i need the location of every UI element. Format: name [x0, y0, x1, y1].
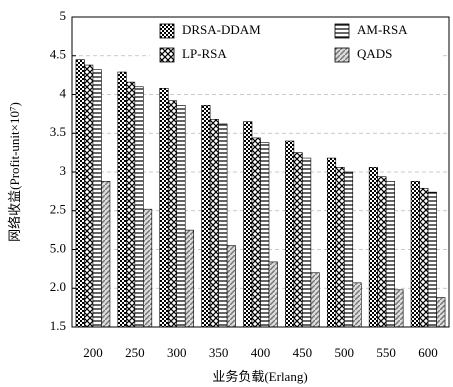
- bar: [293, 152, 303, 328]
- x-tick-label: 350: [209, 345, 229, 360]
- bar: [75, 59, 85, 328]
- bar: [117, 71, 127, 328]
- legend-swatch: [334, 47, 350, 63]
- bar: [302, 157, 312, 328]
- bar: [368, 167, 378, 328]
- bar: [326, 157, 337, 328]
- y-tick-label: 2.5: [50, 202, 66, 217]
- legend-swatch: [159, 47, 175, 63]
- bar: [394, 289, 404, 328]
- bar: [143, 208, 153, 328]
- legend-label: QADS: [357, 46, 392, 61]
- x-tick-label: 300: [167, 345, 187, 360]
- y-tick-label: 3: [60, 163, 67, 178]
- bar: [310, 272, 320, 328]
- bar: [419, 187, 429, 328]
- bar: [285, 140, 295, 328]
- bar: [427, 191, 437, 328]
- bar: [377, 176, 387, 328]
- legend-label: LP-RSA: [182, 46, 227, 61]
- bar: [335, 167, 345, 328]
- bar: [436, 297, 446, 328]
- bar: [268, 261, 278, 328]
- bar: [251, 137, 261, 328]
- bar: [218, 123, 228, 328]
- bar: [126, 81, 136, 328]
- y-tick-label: 5: [60, 8, 67, 23]
- y-tick-label: 2.0: [50, 279, 66, 294]
- bar: [167, 100, 178, 328]
- bar: [343, 171, 354, 328]
- bar: [410, 181, 420, 328]
- x-axis-label: 业务负载(Erlang): [212, 369, 307, 384]
- x-tick-label: 500: [335, 345, 355, 360]
- y-tick-label: 4.5: [50, 47, 66, 62]
- x-tick-label: 250: [125, 345, 145, 360]
- legend-box: [150, 20, 440, 72]
- x-tick-label: 200: [83, 345, 103, 360]
- bar: [92, 69, 102, 328]
- y-tick-label: 4: [60, 85, 67, 100]
- bar: [184, 229, 195, 328]
- legend-swatch: [159, 23, 175, 39]
- legend-swatch: [334, 23, 350, 39]
- bar: [134, 86, 144, 328]
- bar: [243, 121, 253, 328]
- bar: [385, 181, 395, 328]
- x-tick-label: 450: [293, 345, 313, 360]
- legend-label: DRSA-DDAM: [182, 22, 261, 37]
- y-axis-label: 网络收益(Profit-unit×10⁷): [7, 102, 22, 242]
- x-tick-label: 600: [418, 345, 438, 360]
- plot-frame: [71, 16, 450, 328]
- bar: [201, 105, 211, 328]
- y-tick-label: 3.5: [50, 124, 66, 139]
- bar: [84, 64, 94, 328]
- bar: [260, 142, 270, 328]
- legend-label: AM-RSA: [357, 22, 408, 37]
- bar: [159, 88, 169, 328]
- bar: [209, 119, 219, 328]
- y-tick-label: 1.5: [50, 318, 66, 333]
- bar: [226, 245, 236, 328]
- x-tick-label: 550: [376, 345, 396, 360]
- bar: [176, 105, 186, 328]
- x-tick-label: 400: [251, 345, 271, 360]
- bar: [101, 181, 111, 328]
- bar: [352, 282, 362, 328]
- y-tick-label: 5.0: [50, 240, 66, 255]
